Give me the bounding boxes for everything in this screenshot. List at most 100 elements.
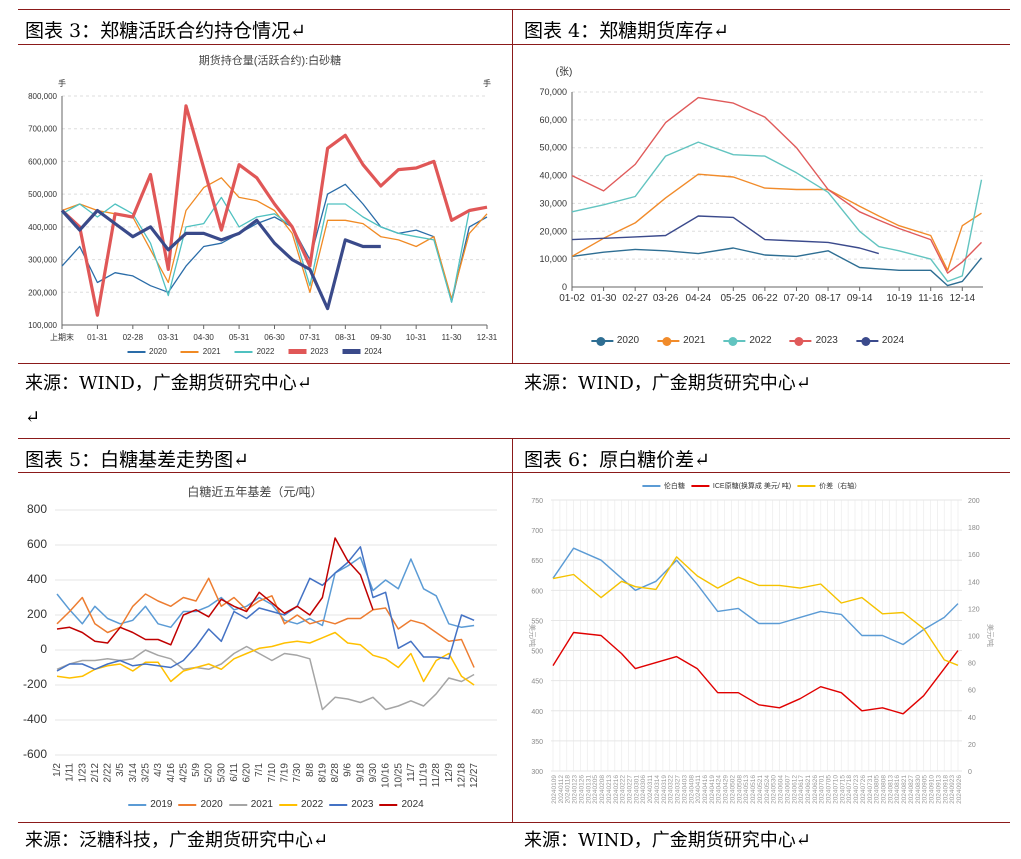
x-tick-label: 09-30 bbox=[371, 333, 392, 342]
y2-tick-label: 200 bbox=[968, 498, 980, 505]
x-tick-label: 08-17 bbox=[815, 293, 841, 304]
legend-label: 2023 bbox=[815, 335, 838, 346]
y-tick-label: -200 bbox=[23, 677, 47, 691]
legend-item: 2019 bbox=[128, 799, 173, 810]
x-tick-label: 2/12 bbox=[90, 763, 101, 783]
x-tick-label: 20240607 bbox=[784, 775, 791, 804]
legend-swatch bbox=[855, 336, 878, 346]
x-tick-label: 06-22 bbox=[752, 293, 778, 304]
x-tick-label: 20240718 bbox=[846, 775, 853, 804]
figure-4-title: 图表 4：郑糖期货库存↵ bbox=[524, 20, 730, 42]
legend-swatch bbox=[178, 803, 197, 806]
x-tick-label: 20240816 bbox=[894, 775, 901, 804]
x-tick-label: 20240521 bbox=[757, 775, 764, 804]
x-tick-label: 1/2 bbox=[52, 763, 63, 777]
y-tick-label: 600 bbox=[27, 537, 47, 551]
legend-item: 2024 bbox=[342, 347, 382, 356]
x-tick-label: 6/20 bbox=[242, 763, 253, 783]
x-tick-label: 06-30 bbox=[264, 333, 285, 342]
legend-label: 2021 bbox=[683, 335, 706, 346]
legend-swatch bbox=[128, 803, 147, 806]
x-tick-label: 05-25 bbox=[721, 293, 747, 304]
legend-item: ICE原糖(换算成 美元/ 吨) bbox=[690, 481, 791, 491]
legend-dot-icon bbox=[794, 336, 804, 346]
series-line-2021 bbox=[571, 173, 982, 271]
x-tick-label: 10/25 bbox=[393, 763, 404, 788]
x-tick-label: 20240408 bbox=[688, 775, 695, 804]
x-tick-label: 20240910 bbox=[929, 775, 936, 804]
x-tick-label: 20240123 bbox=[572, 775, 579, 804]
y-tick-label: 400 bbox=[531, 709, 543, 716]
x-tick-label: 20240205 bbox=[592, 775, 599, 804]
y-tick-label: 0 bbox=[40, 642, 47, 656]
x-tick-label: 20240227 bbox=[627, 775, 634, 804]
x-tick-label: 20240621 bbox=[805, 775, 812, 804]
series-line-2024 bbox=[56, 537, 374, 646]
legend-label: 2019 bbox=[150, 799, 173, 810]
chart-6-legend: 伦白糖 ICE原糖(换算成 美元/ 吨) 价差（右轴） bbox=[641, 481, 862, 491]
legend-swatch bbox=[379, 803, 398, 806]
x-tick-label: 12/27 bbox=[469, 763, 480, 788]
x-tick-label: 4/16 bbox=[166, 763, 177, 783]
y-tick-label: 0 bbox=[562, 282, 567, 292]
y-tick-label: 650 bbox=[531, 558, 543, 565]
y-tick-label: 550 bbox=[531, 618, 543, 625]
x-tick-label: 20240314 bbox=[654, 775, 661, 804]
x-tick-label: 01-31 bbox=[87, 333, 108, 342]
legend-label: 2021 bbox=[202, 347, 221, 356]
series-line-价差（右轴） bbox=[552, 556, 959, 666]
x-tick-label: 3/14 bbox=[128, 763, 139, 783]
x-tick-label: 20240612 bbox=[791, 775, 798, 804]
x-tick-label: 8/8 bbox=[305, 763, 316, 777]
x-tick-label: 20240513 bbox=[743, 775, 750, 804]
series-line-2020 bbox=[571, 247, 983, 287]
y2-tick-label: 140 bbox=[968, 579, 980, 586]
x-tick-label: 1/23 bbox=[77, 763, 88, 783]
series-line-伦白糖 bbox=[552, 547, 959, 646]
y-tick-label: 600,000 bbox=[28, 157, 57, 166]
y-tick-label: 400 bbox=[27, 572, 47, 586]
x-tick-label: 3/25 bbox=[140, 763, 151, 783]
y-tick-label: 70,000 bbox=[539, 87, 567, 97]
legend-item: 2024 bbox=[855, 335, 904, 346]
legend-swatch bbox=[641, 485, 660, 487]
x-tick-label: 20240327 bbox=[675, 775, 682, 804]
x-tick-label: 20240301 bbox=[633, 775, 640, 804]
x-tick-label: 20240502 bbox=[729, 775, 736, 804]
x-tick-label: 3/5 bbox=[115, 763, 126, 777]
legend-dot-icon bbox=[662, 336, 672, 346]
y2-tick-label: 0 bbox=[968, 769, 972, 776]
y2-tick-label: 160 bbox=[968, 552, 980, 559]
y-tick-label: 750 bbox=[531, 498, 543, 505]
x-tick-label: 4/25 bbox=[178, 763, 189, 783]
series-line-2023 bbox=[571, 96, 982, 274]
x-tick-label: 20240808 bbox=[880, 775, 887, 804]
y2-tick-label: 80 bbox=[968, 661, 976, 668]
x-tick-label: 20240905 bbox=[922, 775, 929, 804]
x-tick-label: 03-26 bbox=[653, 293, 679, 304]
legend-label: 2023 bbox=[351, 799, 374, 810]
legend-label: 价差（右轴） bbox=[819, 483, 862, 490]
legend-item: 2022 bbox=[723, 335, 772, 346]
series-line-2023 bbox=[56, 546, 475, 672]
y-tick-label: 400,000 bbox=[28, 223, 57, 232]
legend-label: 伦白糖 bbox=[663, 483, 685, 490]
x-tick-label: 20240723 bbox=[853, 775, 860, 804]
y-tick-label: 40,000 bbox=[539, 171, 567, 181]
x-tick-label: 04-30 bbox=[193, 333, 214, 342]
y2-axis-label: 美元/吨 bbox=[986, 624, 995, 647]
x-tick-label: 02-27 bbox=[622, 293, 648, 304]
legend-label: 2022 bbox=[749, 335, 772, 346]
x-tick-label: 7/30 bbox=[292, 763, 303, 783]
figure-3-title: 图表 3：郑糖活跃合约持仓情况↵ bbox=[25, 20, 307, 42]
x-tick-label: 6/11 bbox=[229, 763, 240, 782]
y-tick-label: 200,000 bbox=[28, 288, 57, 297]
divider-row1 bbox=[512, 9, 513, 363]
legend-swatch bbox=[127, 350, 146, 353]
x-tick-label: 5/9 bbox=[191, 763, 202, 777]
x-tick-label: 20240109 bbox=[551, 775, 558, 804]
x-tick-label: 20240918 bbox=[942, 775, 949, 804]
x-tick-label: 20240701 bbox=[819, 775, 826, 804]
y-tick-label: 800,000 bbox=[28, 92, 57, 101]
legend-swatch bbox=[288, 349, 307, 354]
